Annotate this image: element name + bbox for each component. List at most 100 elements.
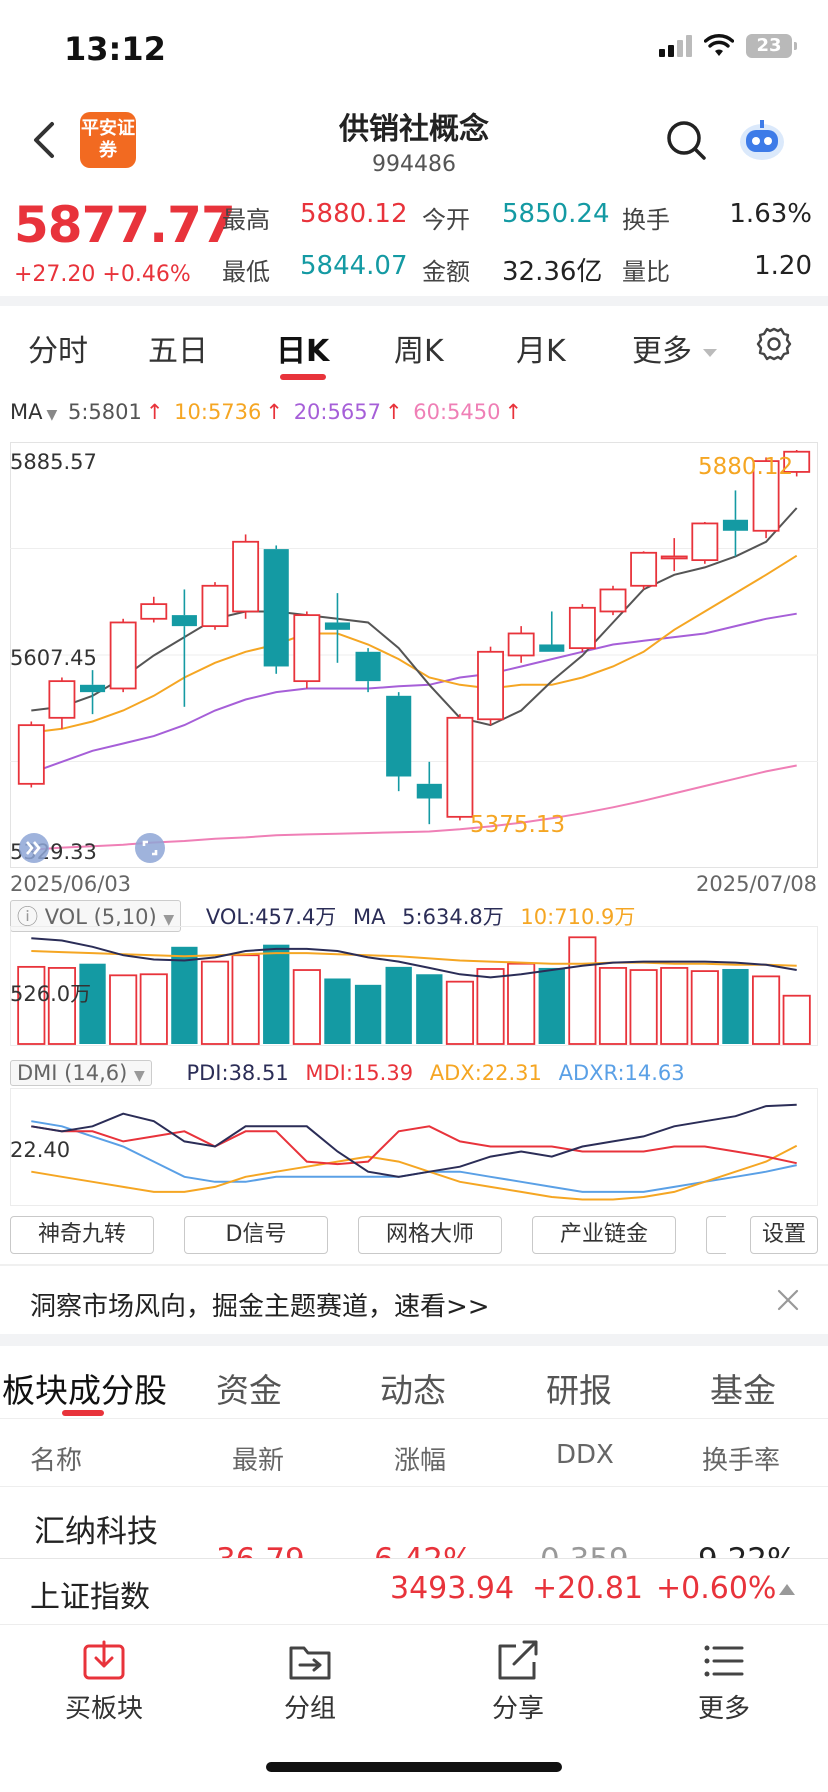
volume-legend[interactable]: ⓘ VOL (5,10) ▼ VOL:457.4万 MA 5:634.8万 10…	[10, 900, 635, 932]
dmi-chart[interactable]	[10, 1088, 818, 1206]
column-header-change[interactable]: 涨幅	[394, 1446, 447, 1476]
table-row[interactable]: 汇纳科技 36.79 6.42% 0.359 9.22%	[0, 1488, 828, 1578]
nav-buy-sector[interactable]: 买板块	[44, 1640, 164, 1725]
candle	[48, 680, 76, 719]
volume-bar	[445, 980, 474, 1045]
ticker-change: +20.81	[532, 1571, 644, 1606]
volume-frame	[10, 926, 818, 1046]
volume-chart[interactable]	[10, 926, 818, 1046]
up-arrow-icon: ↑	[504, 400, 523, 424]
candle	[477, 650, 504, 721]
chart-settings-gear-icon[interactable]	[756, 326, 792, 362]
volume-ratio-value: 1.20	[754, 251, 812, 281]
nav-share-label: 分享	[491, 1694, 544, 1724]
kline-chart[interactable]	[10, 442, 818, 868]
candle	[568, 606, 596, 650]
pdi-line	[31, 1103, 797, 1178]
candle	[752, 460, 780, 532]
search-icon[interactable]	[664, 118, 708, 162]
battery-icon: 23	[746, 34, 797, 58]
high-marker-label: 5880.12	[698, 454, 794, 480]
nine-turn-button[interactable]: 神奇九转	[10, 1216, 154, 1254]
tab-monthly-k[interactable]: 月K	[516, 334, 566, 369]
open-value: 5850.24	[502, 199, 610, 229]
d-signal-button[interactable]: D信号	[184, 1216, 328, 1254]
column-header-latest[interactable]: 最新	[232, 1446, 285, 1476]
expand-up-icon[interactable]	[778, 1582, 796, 1596]
tab-fund[interactable]: 基金	[710, 1371, 776, 1410]
low-marker-label: 5375.13	[470, 812, 566, 838]
date-start-label: 2025/06/03	[10, 872, 132, 896]
volume-bar	[292, 969, 321, 1045]
candle	[691, 522, 719, 562]
volume-bar	[598, 967, 628, 1045]
back-button[interactable]	[26, 118, 62, 162]
candle	[599, 588, 627, 613]
up-arrow-icon: ↑	[384, 400, 403, 424]
ticker-percent: +0.60%	[656, 1571, 777, 1606]
tab-news[interactable]: 动态	[380, 1371, 446, 1410]
nav-more[interactable]: 更多	[664, 1640, 784, 1725]
tab-daily-k[interactable]: 日K	[276, 334, 330, 369]
expand-chart-icon[interactable]	[18, 832, 50, 864]
nav-share[interactable]: 分享	[458, 1640, 578, 1725]
candle	[140, 603, 168, 620]
page-title: 供销社概念	[339, 112, 489, 147]
industry-chain-button[interactable]: 产业链金	[532, 1216, 676, 1254]
candle	[201, 584, 229, 628]
candle	[355, 651, 381, 682]
close-icon[interactable]	[774, 1286, 802, 1314]
tab-more[interactable]: 更多	[632, 326, 718, 370]
candle	[507, 632, 535, 657]
column-header-ddx[interactable]: DDX	[556, 1440, 614, 1470]
volume-bar	[538, 967, 565, 1044]
tab-intraday[interactable]: 分时	[28, 334, 88, 369]
dmi-indicator-selector[interactable]: DMI (14,6) ▼	[10, 1060, 152, 1086]
up-arrow-icon: ↑	[145, 400, 164, 424]
adxr-line	[31, 1120, 797, 1193]
column-header-turnover[interactable]: 换手率	[702, 1446, 781, 1476]
index-ticker-bar[interactable]	[0, 1558, 828, 1624]
adx-value: ADX:22.31	[429, 1061, 542, 1085]
volume-indicator-name: VOL (5,10)	[44, 905, 157, 929]
fullscreen-icon[interactable]	[134, 832, 166, 864]
active-tab-indicator	[280, 374, 326, 380]
tab-more-label: 更多	[632, 334, 692, 369]
wifi-icon	[704, 34, 734, 56]
current-price: 5877.77	[14, 196, 236, 254]
volume-bar	[109, 974, 138, 1045]
volume-bar	[568, 936, 597, 1045]
nav-group[interactable]: 分组	[250, 1640, 370, 1725]
tab-five-day[interactable]: 五日	[148, 334, 208, 369]
candle	[446, 716, 474, 818]
volume-bar	[354, 984, 382, 1044]
grid-master-button[interactable]: 网格大师	[358, 1216, 502, 1254]
more-tools-button[interactable]	[706, 1216, 726, 1254]
candle	[263, 549, 289, 667]
ma60-value: 60:5450	[413, 400, 501, 424]
tab-constituents[interactable]: 板块成分股	[2, 1371, 167, 1410]
status-icons: 23	[659, 34, 797, 58]
dmi-legend[interactable]: DMI (14,6) ▼ PDI:38.51 MDI:15.39 ADX:22.…	[10, 1060, 685, 1086]
candle	[324, 622, 351, 630]
indicator-settings-button[interactable]: 设置	[750, 1216, 818, 1254]
ma10-value: 10:5736	[174, 400, 262, 424]
ma-legend-name: MA	[10, 400, 43, 424]
promo-banner-text[interactable]: 洞察市场风向，掘金主题赛道，速看>>	[30, 1292, 490, 1322]
ma-legend[interactable]: MA ▼ 5:5801 ↑ 10:5736 ↑ 20:5657 ↑ 60:5450 ↑	[10, 400, 523, 424]
buy-download-icon	[83, 1640, 125, 1680]
nav-more-label: 更多	[697, 1694, 750, 1724]
turnover-value: 1.63%	[729, 199, 812, 229]
tab-weekly-k[interactable]: 周K	[394, 334, 444, 369]
column-header-name[interactable]: 名称	[30, 1446, 83, 1476]
volume-bar	[79, 963, 106, 1044]
ticker-name: 上证指数	[30, 1580, 150, 1615]
table-top-border	[0, 1418, 828, 1419]
nav-group-label: 分组	[283, 1694, 336, 1724]
volume-ma10-line	[31, 950, 797, 967]
tab-research[interactable]: 研报	[546, 1371, 612, 1410]
ai-assistant-icon[interactable]	[736, 116, 788, 164]
y-axis-mid-label: 5607.45	[10, 646, 97, 670]
tab-funds-flow[interactable]: 资金	[216, 1371, 282, 1410]
volume-value: VOL:457.4万	[205, 905, 337, 929]
